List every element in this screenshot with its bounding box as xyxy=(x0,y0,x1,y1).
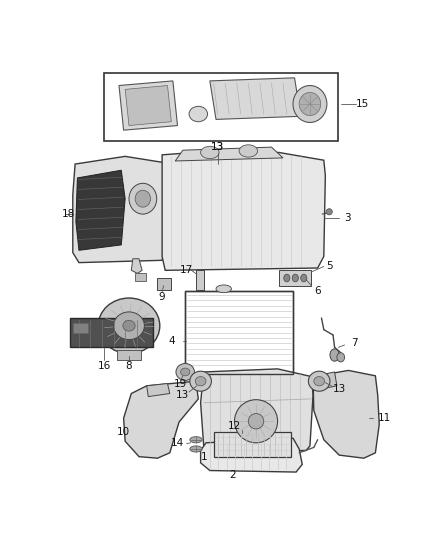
Text: 14: 14 xyxy=(171,438,184,448)
Ellipse shape xyxy=(216,285,231,293)
Polygon shape xyxy=(175,147,283,161)
Polygon shape xyxy=(313,370,379,458)
Bar xyxy=(73,322,88,334)
Ellipse shape xyxy=(330,349,339,361)
Ellipse shape xyxy=(292,274,298,282)
Ellipse shape xyxy=(308,371,330,391)
Text: 19: 19 xyxy=(174,379,187,389)
Bar xyxy=(117,350,141,360)
Text: 11: 11 xyxy=(378,413,391,423)
Ellipse shape xyxy=(314,377,325,386)
Text: 15: 15 xyxy=(356,99,369,109)
Polygon shape xyxy=(201,438,302,472)
Text: 13: 13 xyxy=(176,390,190,400)
Text: 13: 13 xyxy=(211,142,224,152)
Bar xyxy=(135,273,146,281)
Bar xyxy=(103,73,339,141)
Polygon shape xyxy=(76,170,125,251)
Ellipse shape xyxy=(190,371,212,391)
Ellipse shape xyxy=(135,190,151,207)
Ellipse shape xyxy=(299,92,321,116)
Polygon shape xyxy=(73,156,167,263)
Ellipse shape xyxy=(239,145,258,157)
Polygon shape xyxy=(313,372,337,391)
Text: 6: 6 xyxy=(314,286,321,296)
Bar xyxy=(185,291,293,374)
Text: 7: 7 xyxy=(351,338,358,348)
Ellipse shape xyxy=(180,368,190,376)
Bar xyxy=(214,432,291,457)
Ellipse shape xyxy=(326,209,332,215)
Bar xyxy=(70,318,153,348)
Polygon shape xyxy=(131,259,142,273)
Text: 3: 3 xyxy=(344,213,350,223)
Text: 5: 5 xyxy=(326,261,332,271)
Text: 10: 10 xyxy=(117,427,130,437)
Polygon shape xyxy=(125,85,171,126)
Polygon shape xyxy=(124,381,198,458)
Ellipse shape xyxy=(301,274,307,282)
Ellipse shape xyxy=(248,414,264,429)
Polygon shape xyxy=(162,150,325,270)
Ellipse shape xyxy=(113,312,145,340)
Text: 2: 2 xyxy=(230,470,236,480)
Bar xyxy=(196,270,204,290)
Text: 1: 1 xyxy=(200,451,207,462)
Ellipse shape xyxy=(284,274,290,282)
Ellipse shape xyxy=(98,298,160,353)
Ellipse shape xyxy=(190,446,202,452)
Ellipse shape xyxy=(337,353,345,362)
Ellipse shape xyxy=(176,364,194,381)
Text: 18: 18 xyxy=(62,209,75,219)
Text: 17: 17 xyxy=(180,265,193,276)
Polygon shape xyxy=(147,384,170,397)
Ellipse shape xyxy=(123,320,135,331)
Text: 8: 8 xyxy=(126,361,132,371)
Ellipse shape xyxy=(201,147,219,159)
Ellipse shape xyxy=(234,400,278,443)
Bar xyxy=(279,270,311,286)
Text: 9: 9 xyxy=(159,292,166,302)
Text: 13: 13 xyxy=(211,142,224,152)
Polygon shape xyxy=(201,369,313,450)
Ellipse shape xyxy=(129,183,157,214)
Bar xyxy=(185,291,293,374)
Ellipse shape xyxy=(190,437,202,443)
Text: 12: 12 xyxy=(228,421,241,431)
Bar xyxy=(158,278,171,290)
Ellipse shape xyxy=(293,85,327,123)
Polygon shape xyxy=(119,81,177,130)
Ellipse shape xyxy=(195,377,206,386)
Ellipse shape xyxy=(189,106,208,122)
Text: 4: 4 xyxy=(168,336,175,346)
Text: 13: 13 xyxy=(332,384,346,394)
Polygon shape xyxy=(210,78,301,119)
Text: 16: 16 xyxy=(98,361,111,371)
